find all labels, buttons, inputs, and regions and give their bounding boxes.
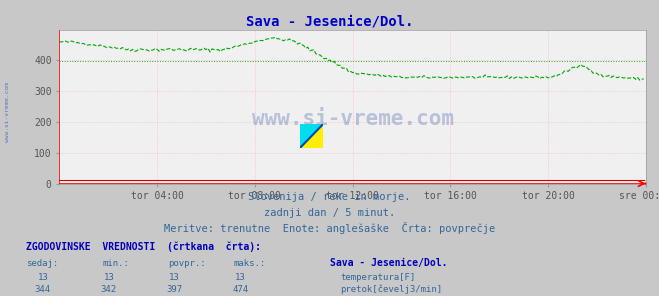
Text: www.si-vreme.com: www.si-vreme.com	[5, 83, 11, 142]
Text: 344: 344	[35, 284, 51, 294]
Text: Meritve: trenutne  Enote: anglešaške  Črta: povprečje: Meritve: trenutne Enote: anglešaške Črta…	[164, 222, 495, 234]
Text: min.:: min.:	[102, 259, 129, 268]
Polygon shape	[300, 124, 323, 148]
Text: temperatura[F]: temperatura[F]	[340, 273, 415, 282]
Text: Slovenija / reke in morje.: Slovenija / reke in morje.	[248, 192, 411, 202]
Text: povpr.:: povpr.:	[168, 259, 206, 268]
Text: 13: 13	[169, 273, 180, 282]
Text: ZGODOVINSKE  VREDNOSTI  (črtkana  črta):: ZGODOVINSKE VREDNOSTI (črtkana črta):	[26, 242, 262, 252]
Text: maks.:: maks.:	[234, 259, 266, 268]
Text: 397: 397	[167, 284, 183, 294]
Text: pretok[čevelj3/min]: pretok[čevelj3/min]	[340, 284, 442, 294]
Text: www.si-vreme.com: www.si-vreme.com	[252, 109, 453, 129]
Text: 13: 13	[235, 273, 246, 282]
Text: sedaj:: sedaj:	[26, 259, 59, 268]
Text: 474: 474	[233, 284, 248, 294]
Text: Sava - Jesenice/Dol.: Sava - Jesenice/Dol.	[246, 15, 413, 29]
Polygon shape	[300, 124, 323, 148]
Text: 13: 13	[38, 273, 48, 282]
Text: 342: 342	[101, 284, 117, 294]
Text: zadnji dan / 5 minut.: zadnji dan / 5 minut.	[264, 208, 395, 218]
Text: Sava - Jesenice/Dol.: Sava - Jesenice/Dol.	[330, 258, 447, 268]
Text: 13: 13	[103, 273, 114, 282]
